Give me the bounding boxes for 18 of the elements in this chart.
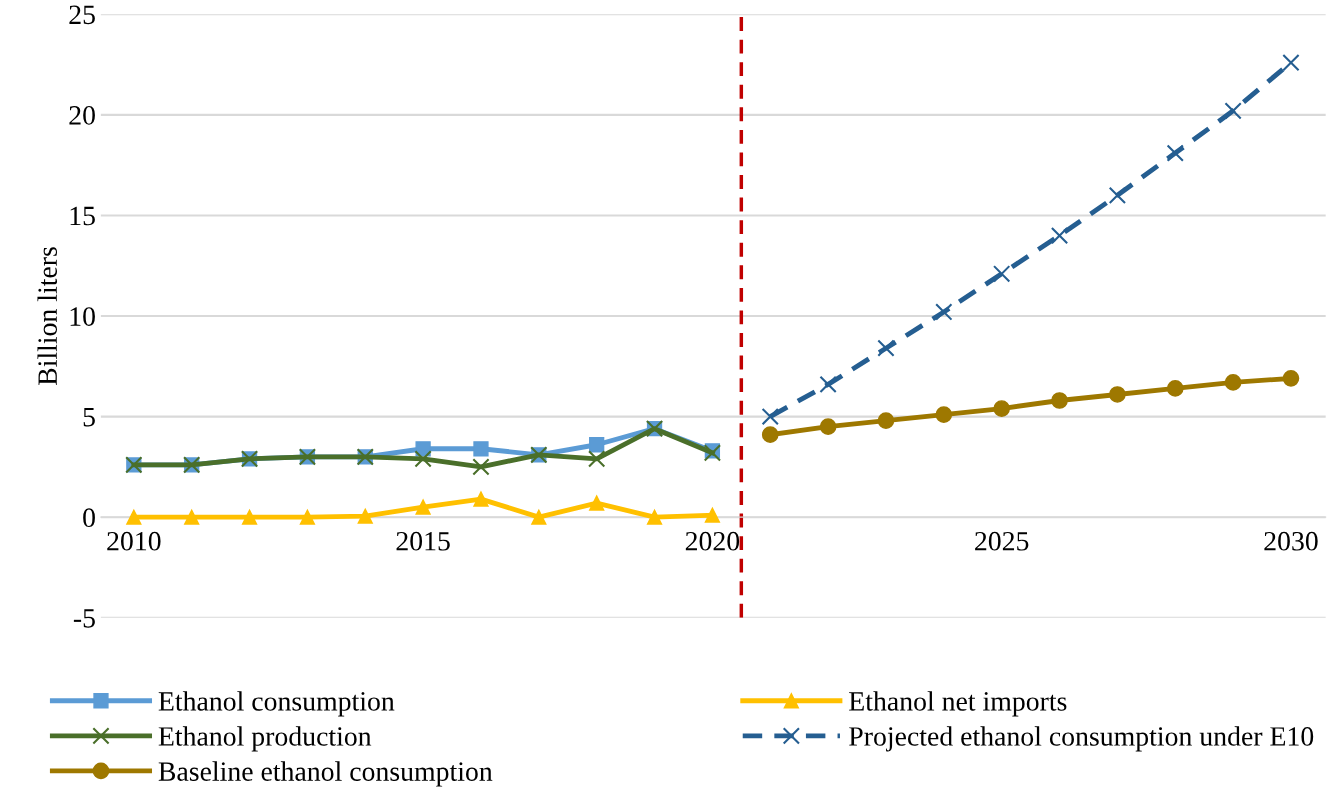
x-tick-label: 2030 [1264, 531, 1318, 551]
y-axis-title: Billion liters [37, 247, 58, 386]
y-tick-label: 0 [83, 508, 95, 528]
y-tick-label: 5 [83, 408, 95, 427]
y-tick-label: 15 [70, 206, 95, 226]
x-tick-label: 2020 [685, 531, 740, 551]
y-tick-label: 20 [69, 106, 95, 125]
legend-label: Ethanol net imports [849, 691, 1067, 717]
y-tick-label: 25 [69, 5, 95, 25]
legend-label: Ethanol production [158, 726, 372, 752]
y-tick-label: -5 [73, 609, 95, 628]
legend-label: Projected ethanol consumption under E10 [849, 726, 1314, 752]
y-tick-label: 10 [70, 307, 95, 326]
legend-label: Ethanol consumption [158, 691, 395, 717]
legend-label: Baseline ethanol consumption [158, 761, 493, 787]
x-tick-label: 2010 [107, 531, 161, 551]
x-tick-label: 2025 [975, 531, 1029, 551]
x-tick-label: 2015 [396, 531, 450, 551]
